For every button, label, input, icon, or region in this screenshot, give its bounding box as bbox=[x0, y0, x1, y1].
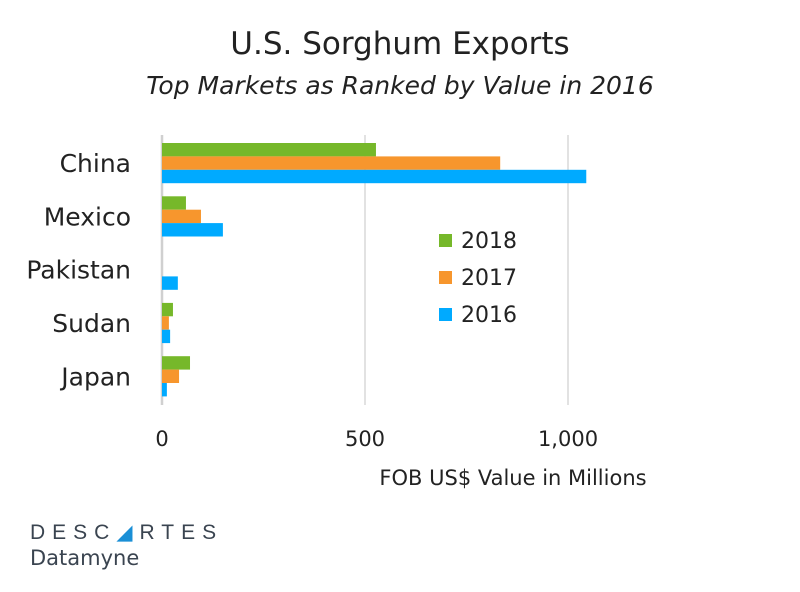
datamyne-logo-text: Datamyne bbox=[30, 546, 140, 570]
chart-title: U.S. Sorghum Exports bbox=[230, 26, 569, 62]
legend-label: 2016 bbox=[461, 303, 517, 328]
bar-china-2017 bbox=[162, 156, 501, 170]
bar-mexico-2017 bbox=[162, 209, 201, 224]
category-label: Japan bbox=[59, 362, 131, 391]
legend-label: 2017 bbox=[461, 266, 517, 291]
x-tick-label: 500 bbox=[345, 427, 385, 451]
category-label: China bbox=[60, 149, 131, 178]
bar-japan-2016 bbox=[162, 383, 167, 397]
category-label: Mexico bbox=[44, 202, 131, 231]
legend-swatch-2018 bbox=[439, 234, 452, 247]
descartes-logo: DESC◢RTES bbox=[30, 521, 224, 544]
bar-japan-2018 bbox=[162, 356, 191, 370]
legend-swatch-2016 bbox=[439, 308, 452, 321]
x-axis-title: FOB US$ Value in Millions bbox=[379, 466, 646, 490]
x-tick-label: 1,000 bbox=[538, 427, 598, 451]
chart-subtitle: Top Markets as Ranked by Value in 2016 bbox=[146, 71, 654, 100]
x-tick-label: 0 bbox=[155, 427, 168, 451]
bar-sudan-2018 bbox=[162, 302, 173, 317]
bar-china-2018 bbox=[162, 143, 376, 157]
bar-sudan-2016 bbox=[162, 329, 171, 344]
category-label: Sudan bbox=[52, 309, 131, 338]
bar-mexico-2018 bbox=[162, 196, 186, 210]
legend-label: 2018 bbox=[461, 229, 517, 254]
legend-swatch-2017 bbox=[439, 271, 452, 284]
bar-pakistan-2016 bbox=[162, 276, 178, 290]
category-label: Pakistan bbox=[26, 256, 131, 285]
bar-sudan-2017 bbox=[162, 316, 169, 330]
bar-mexico-2016 bbox=[162, 223, 223, 237]
bar-china-2016 bbox=[162, 169, 587, 184]
bar-japan-2017 bbox=[162, 369, 180, 383]
